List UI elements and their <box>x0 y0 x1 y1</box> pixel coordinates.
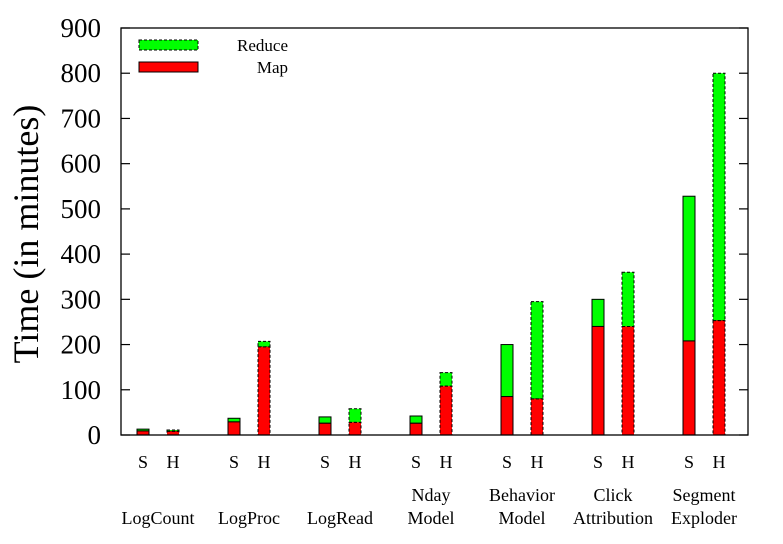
group-label: Segment <box>673 485 736 505</box>
y-tick-label: 200 <box>61 330 102 360</box>
bar-label: H <box>258 452 271 472</box>
y-tick-label: 100 <box>61 375 102 405</box>
bar-map-segment <box>591 325 605 436</box>
bar-reduce-segment <box>257 340 271 348</box>
bar-map-segment <box>712 320 726 436</box>
y-axis-ticks: 0 100 200 300 400 500 600 700 800 900 <box>61 13 748 450</box>
bar-label: H <box>531 452 544 472</box>
bar-map-segment <box>530 398 544 436</box>
bar-map-segment <box>227 421 241 436</box>
bar-reduce-segment <box>682 195 696 342</box>
y-axis-label: Time (in minutes) <box>6 105 46 364</box>
legend-reduce-label: Reduce <box>237 36 288 55</box>
group-label: Nday <box>412 485 451 505</box>
bar-map-segment <box>682 340 696 436</box>
bar-label: H <box>713 452 726 472</box>
bar-reduce-segment <box>227 417 241 423</box>
bar-map-segment <box>409 422 423 436</box>
y-tick-label: 600 <box>61 149 102 179</box>
bar-reduce-segment <box>621 271 635 327</box>
bar-reduce-segment <box>409 415 423 424</box>
y-tick-label: 900 <box>61 13 102 43</box>
bar-reduce-segment <box>318 416 332 424</box>
y-axis-label-group: Time (in minutes) <box>6 105 46 364</box>
group-label: Behavior <box>489 485 555 505</box>
y-tick-label: 700 <box>61 103 102 133</box>
bar-map-segment <box>257 346 271 436</box>
bar-label: S <box>593 452 603 472</box>
bar-label: H <box>167 452 180 472</box>
bar-map-segment <box>439 385 453 436</box>
group-label: Click <box>594 485 633 505</box>
group-label: LogCount <box>121 508 194 528</box>
y-tick-label: 500 <box>61 194 102 224</box>
group-label: Attribution <box>573 508 653 528</box>
bar-reduce-segment <box>712 72 726 322</box>
bar-map-segment <box>318 422 332 436</box>
group-label: Model <box>408 508 455 528</box>
bar-map-segment <box>621 325 635 436</box>
group-label: LogProc <box>218 508 280 528</box>
y-tick-label: 800 <box>61 58 102 88</box>
bar-label: S <box>411 452 421 472</box>
bar-reduce-segment <box>530 301 544 400</box>
bar-label: S <box>229 452 239 472</box>
legend-map-label: Map <box>257 58 288 77</box>
bar-label: S <box>320 452 330 472</box>
bar-label: S <box>684 452 694 472</box>
bar-label: H <box>622 452 635 472</box>
group-label: LogRead <box>307 508 373 528</box>
bar-reduce-segment <box>591 298 605 327</box>
group-label: Exploder <box>671 508 737 528</box>
y-tick-label: 400 <box>61 239 102 269</box>
group-label: Model <box>499 508 546 528</box>
y-tick-label: 0 <box>88 420 102 450</box>
bar-label: S <box>138 452 148 472</box>
bar-label: S <box>502 452 512 472</box>
bar-map-segment <box>348 421 362 436</box>
bar-map-segment <box>500 396 514 436</box>
y-tick-label: 300 <box>61 284 102 314</box>
bar-reduce-segment <box>348 408 362 423</box>
legend-map-swatch <box>138 61 199 73</box>
plot-area-frame <box>120 27 749 436</box>
bar-reduce-segment <box>439 372 453 387</box>
bar-label: H <box>440 452 453 472</box>
bar-reduce-segment <box>500 344 514 398</box>
bar-label: H <box>349 452 362 472</box>
bar-reduce-segment <box>166 429 180 432</box>
legend-reduce-swatch <box>138 39 199 51</box>
legend: Reduce Map <box>138 36 288 77</box>
bars-layer <box>136 72 726 436</box>
